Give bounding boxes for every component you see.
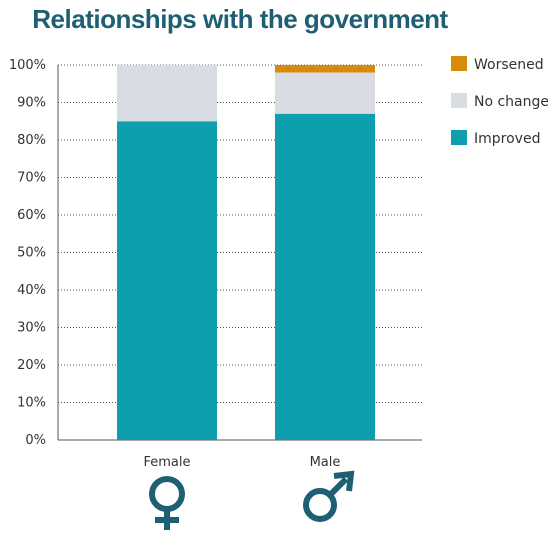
legend-label: Improved <box>474 131 540 147</box>
male-symbol-icon <box>303 488 337 522</box>
bar-improved-male <box>275 113 375 440</box>
legend-label: No change <box>474 94 548 110</box>
bar-no-change-male <box>275 72 375 114</box>
y-tick-label: 90% <box>17 96 46 111</box>
x-tick-label: Male <box>310 455 341 470</box>
y-tick-label: 50% <box>17 246 46 261</box>
y-tick-label: 100% <box>9 58 46 73</box>
x-tick-label: Female <box>143 455 190 470</box>
y-tick-label: 0% <box>25 433 46 448</box>
y-tick-label: 10% <box>17 396 46 411</box>
bar-improved-female <box>117 121 217 440</box>
male-symbol-arrowhead <box>333 470 355 492</box>
y-tick-label: 80% <box>17 133 46 148</box>
chart-title: Relationships with the government <box>32 4 448 34</box>
bar-worsened-male <box>275 65 375 73</box>
y-tick-label: 60% <box>17 208 46 223</box>
y-tick-label: 70% <box>17 171 46 186</box>
legend-swatch <box>451 130 467 145</box>
y-tick-label: 20% <box>17 358 46 373</box>
female-symbol-icon <box>149 476 185 512</box>
y-tick-label: 30% <box>17 321 46 336</box>
legend-swatch <box>451 93 467 108</box>
bar-no-change-female <box>117 65 217 122</box>
legend-label: Worsened <box>474 57 544 73</box>
y-tick-label: 40% <box>17 283 46 298</box>
legend-swatch <box>451 56 467 71</box>
male-symbol-shaft <box>327 476 349 498</box>
